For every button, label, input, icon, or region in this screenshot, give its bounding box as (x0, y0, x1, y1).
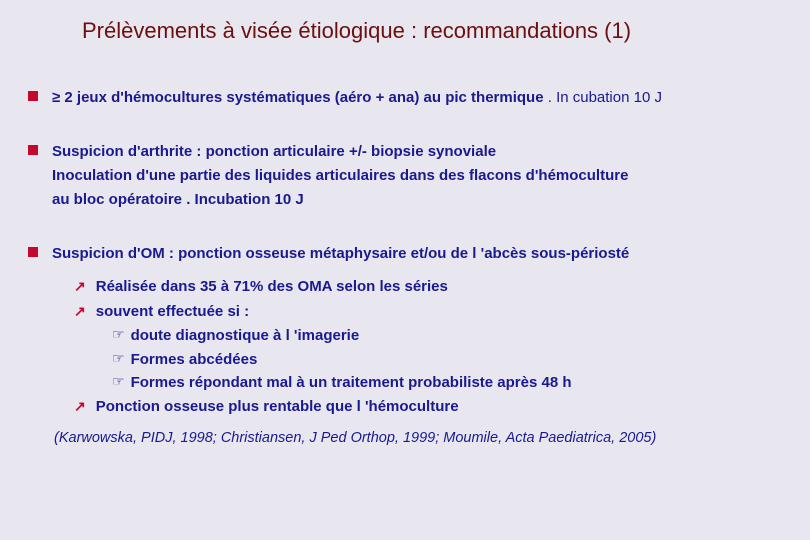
square-bullet-icon (28, 247, 38, 257)
bullet-block-3: Suspicion d'OM : ponction osseuse métaph… (22, 242, 788, 446)
arrow-icon: ↗ (74, 398, 86, 415)
pointer-icon: ☞ (112, 373, 125, 390)
arrow-icon: ↗ (74, 278, 86, 295)
sub-text: Réalisée dans 35 à 71% des OMA selon les… (96, 276, 448, 299)
bullet-text: Suspicion d'OM : ponction osseuse métaph… (52, 242, 629, 266)
bullet-text: ≥ 2 jeux d'hémocultures systématiques (a… (52, 86, 662, 110)
square-bullet-icon (28, 145, 38, 155)
arrow-icon: ↗ (74, 303, 86, 320)
subsub-text: Formes répondant mal à un traitement pro… (131, 372, 572, 395)
subsub-text: Formes abcédées (131, 349, 258, 372)
bullet-block-1: ≥ 2 jeux d'hémocultures systématiques (a… (22, 86, 788, 110)
b2-line2: Inoculation d'une partie des liquides ar… (52, 164, 628, 188)
sub-item: ↗ Ponction osseuse plus rentable que l '… (74, 396, 788, 419)
b1-main: jeux d'hémocultures systématiques (aéro … (77, 89, 544, 106)
pointer-icon: ☞ (112, 326, 125, 343)
slide-container: Prélèvements à visée étiologique : recom… (0, 0, 810, 540)
sub-text: Ponction osseuse plus rentable que l 'hé… (96, 396, 459, 419)
b1-suffix: . In cubation 10 J (544, 89, 662, 106)
bullet-text: Suspicion d'arthrite : ponction articula… (52, 140, 628, 212)
b1-prefix: ≥ 2 (52, 89, 77, 106)
bullet-row: Suspicion d'arthrite : ponction articula… (22, 140, 788, 212)
citation-text: (Karwowska, PIDJ, 1998; Christiansen, J … (54, 430, 788, 446)
sub-text: souvent effectuée si : (96, 301, 249, 324)
bullet-row: ≥ 2 jeux d'hémocultures systématiques (a… (22, 86, 788, 110)
bullet-block-2: Suspicion d'arthrite : ponction articula… (22, 140, 788, 212)
pointer-icon: ☞ (112, 350, 125, 367)
sub-item: ↗ Réalisée dans 35 à 71% des OMA selon l… (74, 276, 788, 299)
subsub-item: ☞ Formes abcédées (112, 349, 788, 372)
b2-line1: Suspicion d'arthrite : ponction articula… (52, 140, 628, 164)
subsub-text: doute diagnostique à l 'imagerie (131, 325, 360, 348)
square-bullet-icon (28, 91, 38, 101)
b3-main: Suspicion d'OM : ponction osseuse métaph… (52, 245, 629, 262)
b2-line3: au bloc opératoire . Incubation 10 J (52, 188, 628, 212)
sub-item: ↗ souvent effectuée si : (74, 301, 788, 324)
subsub-item: ☞ doute diagnostique à l 'imagerie (112, 325, 788, 348)
subsub-item: ☞ Formes répondant mal à un traitement p… (112, 372, 788, 395)
slide-title: Prélèvements à visée étiologique : recom… (82, 18, 788, 44)
bullet-row: Suspicion d'OM : ponction osseuse métaph… (22, 242, 788, 266)
